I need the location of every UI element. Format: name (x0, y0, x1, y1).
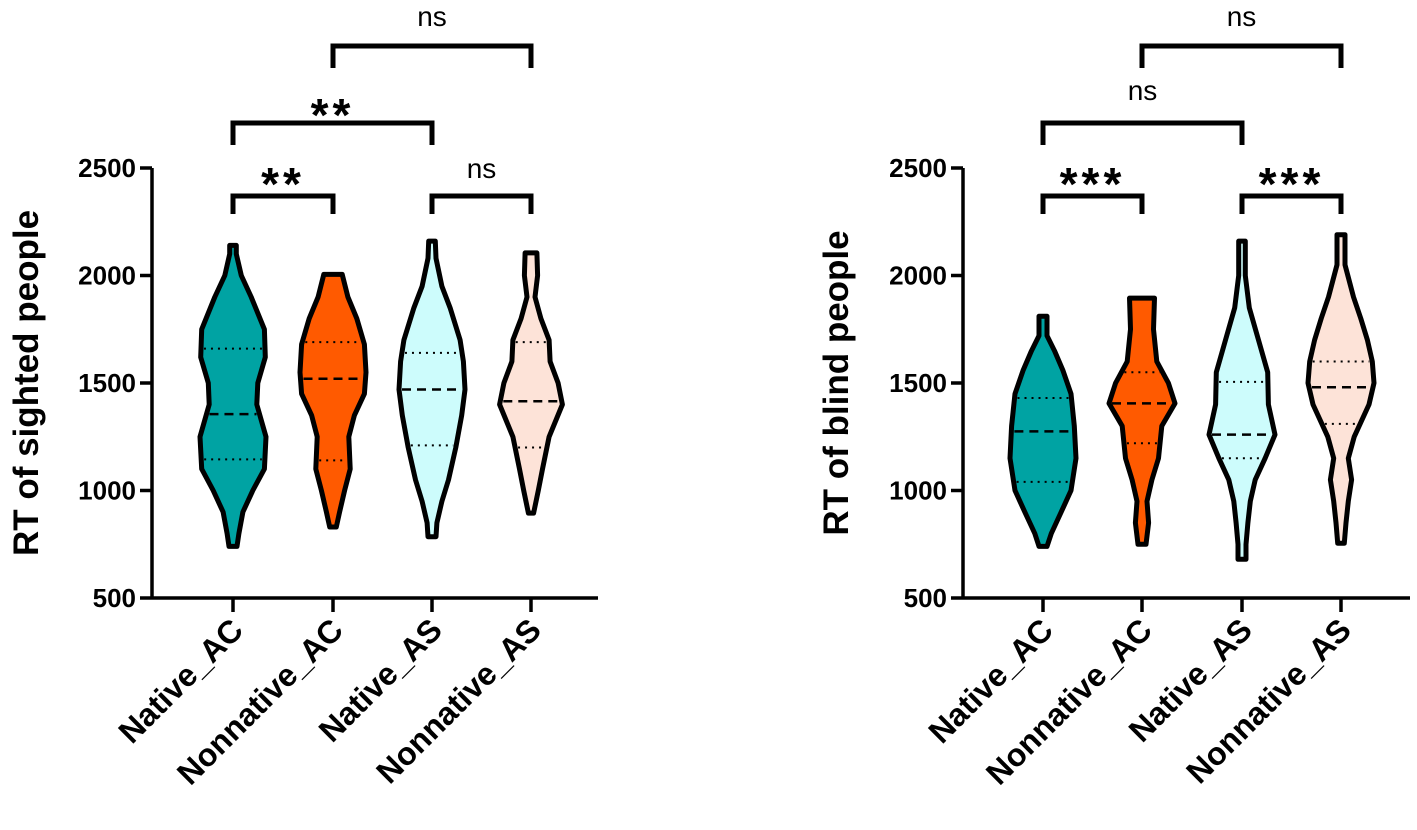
bracket-line (1040, 193, 1145, 214)
significance-bracket: ** (230, 158, 336, 214)
significance-label: ns (467, 153, 497, 184)
y-tick-label: 1500 (889, 368, 947, 398)
significance-label: ns (1227, 1, 1257, 32)
violin-body (1007, 313, 1079, 549)
y-axis-title: RT of sighted people (7, 210, 46, 556)
significance-bracket: ns (1040, 75, 1245, 145)
significance-bracket: *** (1239, 158, 1344, 214)
significance-label: ** (261, 158, 305, 210)
y-tick-label: 2500 (889, 153, 947, 183)
bracket-line (330, 43, 534, 68)
violin-body (297, 271, 369, 530)
y-tick-label: 2000 (78, 261, 136, 291)
significance-bracket: ns (330, 1, 534, 68)
y-axis-title: RT of blind people (817, 230, 856, 535)
violin-body (1305, 232, 1377, 546)
violin-native-ac (1007, 313, 1079, 549)
significance-label: *** (1060, 158, 1126, 210)
significance-label: ns (417, 1, 447, 32)
y-tick-label: 1000 (889, 476, 947, 506)
y-tick-label: 2000 (889, 261, 947, 291)
violin-nonnative-ac (1106, 295, 1178, 547)
violin-native-as (396, 238, 468, 540)
bracket-line (429, 193, 534, 214)
bracket-line (1139, 43, 1344, 68)
bracket-line (1239, 193, 1344, 214)
violin-native-as (1206, 238, 1278, 562)
y-tick-label: 2500 (78, 153, 136, 183)
violin-nonnative-ac (297, 271, 369, 530)
y-tick-label: 1000 (78, 476, 136, 506)
y-tick-label: 1500 (78, 368, 136, 398)
significance-label: *** (1259, 158, 1325, 210)
significance-bracket: ns (1139, 1, 1344, 68)
y-tick-label: 500 (904, 583, 947, 613)
violin-body (1206, 238, 1278, 562)
significance-label: ns (1128, 75, 1158, 106)
y-tick-label: 500 (93, 583, 136, 613)
bracket-line (230, 120, 435, 145)
violin-native-ac (197, 242, 269, 549)
significance-bracket: ns (429, 153, 534, 214)
significance-label: ** (311, 89, 355, 141)
bracket-line (230, 193, 336, 214)
violin-body (197, 242, 269, 549)
violin-body (1106, 295, 1178, 547)
violin-nonnative-as (497, 250, 565, 516)
bracket-line (1040, 120, 1245, 145)
significance-bracket: ** (230, 89, 435, 145)
violin-body (497, 250, 565, 516)
significance-bracket: *** (1040, 158, 1145, 214)
violin-nonnative-as (1305, 232, 1377, 546)
x-category-label: Nonnative_AC (979, 611, 1159, 791)
